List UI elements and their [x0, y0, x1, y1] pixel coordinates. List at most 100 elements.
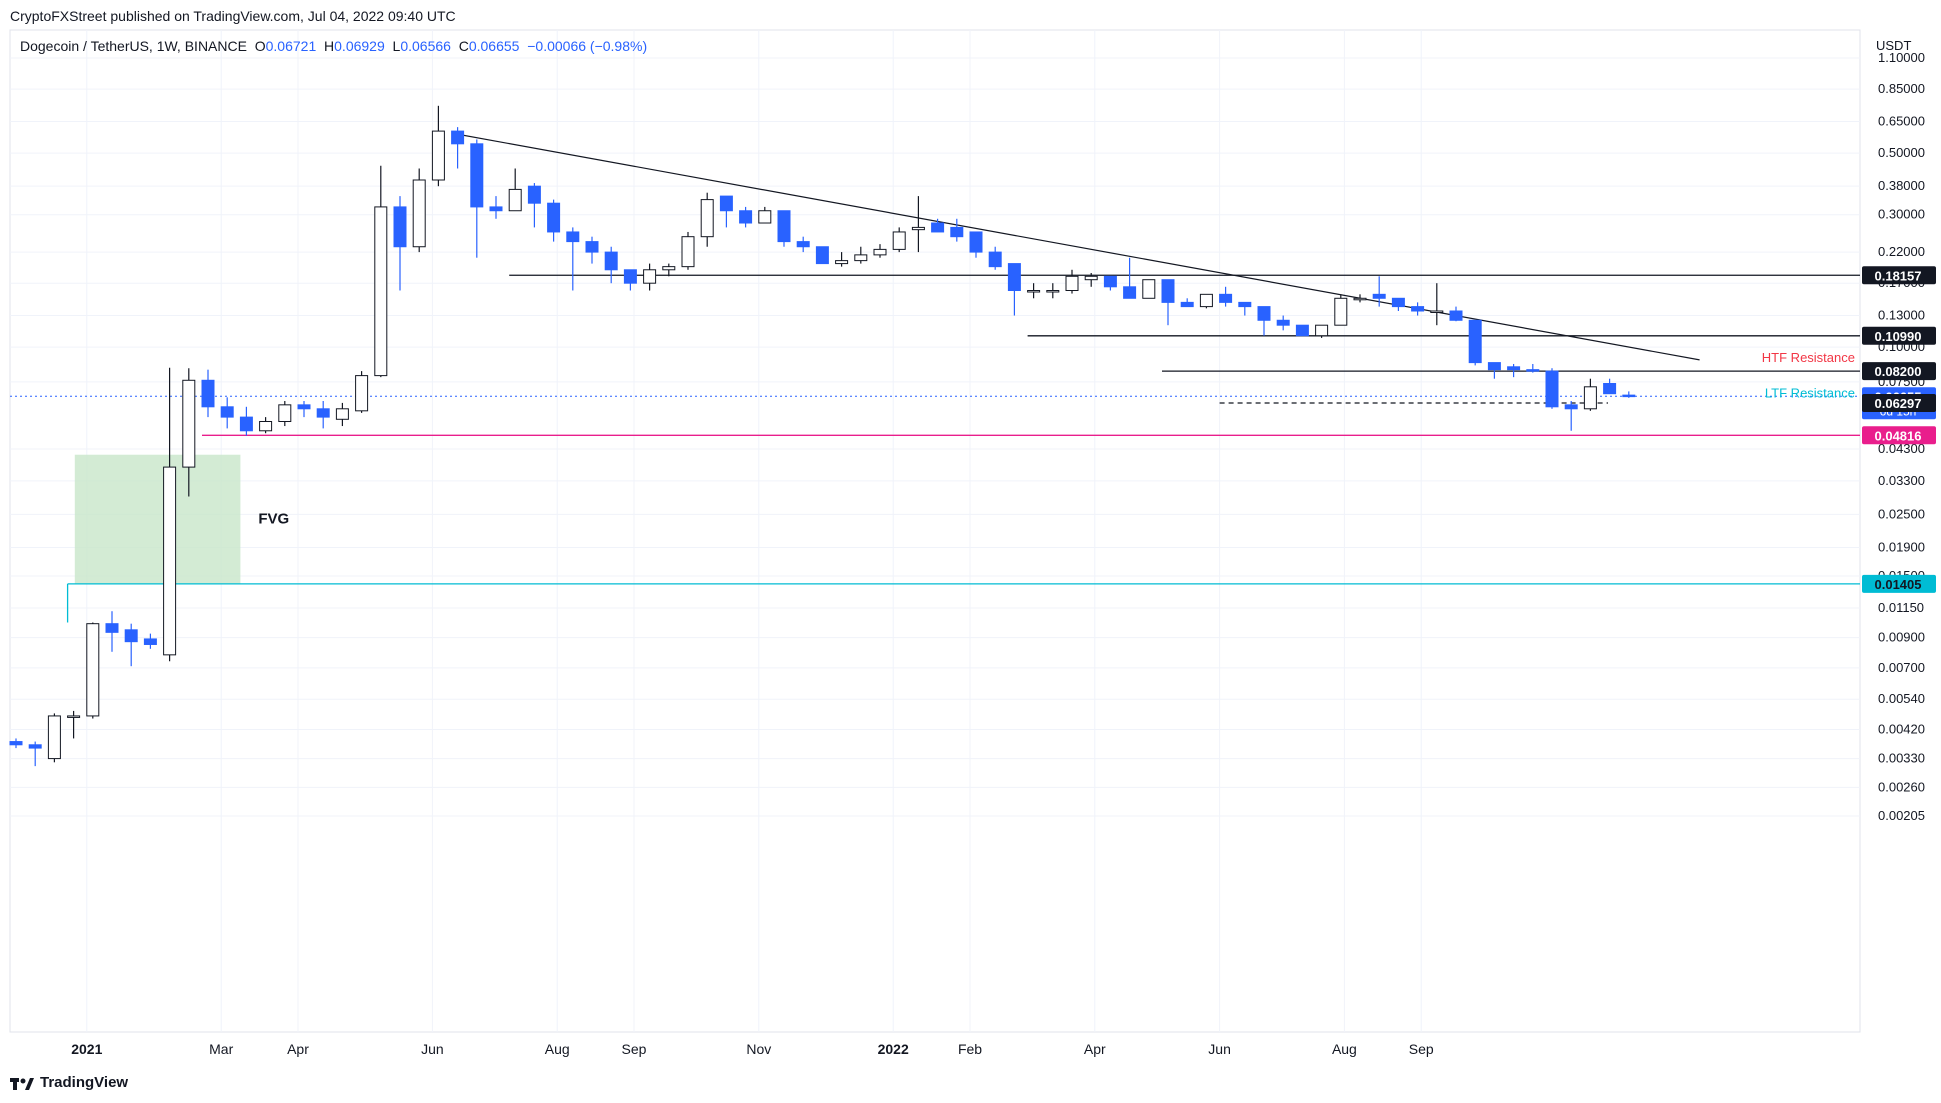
y-tick-label: 0.50000 [1878, 145, 1925, 160]
x-tick-label: 2021 [71, 1041, 102, 1057]
y-tick-label: 0.00420 [1878, 722, 1925, 737]
candle-body-up [1353, 297, 1367, 301]
descending-trendline [451, 132, 1700, 361]
candle-body-up [335, 408, 349, 420]
candle-body-down [239, 416, 253, 432]
candle-body-up [1334, 297, 1348, 326]
low-value: 0.06566 [400, 38, 451, 54]
x-tick-label: Aug [1332, 1041, 1357, 1057]
candle-body-down [1103, 275, 1117, 288]
candle-body-down [931, 222, 945, 233]
candle-body-down [1123, 286, 1137, 299]
x-tick-label: Nov [746, 1041, 771, 1057]
candle-body-down [1295, 324, 1309, 337]
x-tick-label: Jun [421, 1041, 444, 1057]
candle-body-down [777, 210, 791, 243]
price-label-box [1862, 266, 1936, 285]
candle-body-up [1199, 293, 1213, 308]
y-tick-label: 0.22000 [1878, 244, 1925, 259]
y-tick-label: 0.00700 [1878, 660, 1925, 675]
candle-body-down [201, 379, 215, 408]
y-tick-label: 0.85000 [1878, 81, 1925, 96]
candle-body-down [1411, 306, 1425, 312]
publisher-attribution: CryptoFXStreet published on TradingView.… [10, 8, 456, 24]
candle-body-up [758, 210, 772, 224]
high-label: H [324, 38, 335, 54]
fvg-zone [74, 454, 241, 584]
y-tick-label: 0.04300 [1878, 441, 1925, 456]
candle-body-up [1084, 275, 1098, 281]
brand-label: TradingView [40, 1074, 129, 1091]
y-tick-label: 0.13000 [1878, 308, 1925, 323]
y-tick-label: 0.00330 [1878, 751, 1925, 766]
candle-body-down [124, 629, 138, 643]
x-tick-label: Mar [209, 1041, 233, 1057]
currency-unit: USDT [1876, 38, 1912, 53]
y-tick-label: 0.02500 [1878, 506, 1925, 521]
plot-area [9, 29, 1861, 1033]
candle-body-down [1372, 293, 1386, 299]
candle-body-down [1161, 279, 1175, 303]
y-tick-label: 0.01900 [1878, 539, 1925, 554]
change-value: −0.00066 (−0.98%) [527, 38, 648, 54]
candle-body-down [1238, 301, 1252, 308]
candle-body-up [1046, 290, 1060, 293]
x-tick-label: 2022 [878, 1041, 909, 1057]
candle-body-down [604, 251, 618, 271]
candle-body-down [623, 269, 637, 284]
candle-body-down [1564, 404, 1578, 410]
candle-body-down [297, 404, 311, 410]
candle-body-down [1180, 301, 1194, 308]
candle-body-down [1257, 306, 1271, 321]
tradingview-brand[interactable]: TradingView [10, 1074, 128, 1091]
candle-body-down [1526, 369, 1540, 372]
candle-body-up [163, 466, 177, 656]
y-tick-label: 0.38000 [1878, 178, 1925, 193]
candle-body-down [527, 185, 541, 204]
candle-body-down [566, 231, 580, 243]
price-label-text: 0.06297 [1875, 396, 1922, 411]
candle-body-up [911, 226, 925, 231]
candle-body-up [835, 260, 849, 265]
x-tick-label: Sep [1409, 1041, 1434, 1057]
candle-body-down [739, 210, 753, 224]
y-tick-label: 1.10000 [1878, 50, 1925, 65]
candle-body-up [431, 130, 445, 181]
price-label-text: 0.01405 [1875, 577, 1922, 592]
candle-body-down [1507, 366, 1521, 371]
ltf-resistance-label: LTF Resistance [1765, 386, 1855, 401]
fvg-label: FVG [258, 510, 289, 527]
candle-body-down [1545, 370, 1559, 408]
y-tick-label: 0.00205 [1878, 808, 1925, 823]
candle-body-up [873, 248, 887, 256]
candle-body-up [1315, 324, 1329, 337]
candle-body-up [892, 231, 906, 250]
candle-body-up [67, 715, 81, 718]
candle-body-up [1430, 310, 1444, 313]
x-tick-label: Sep [622, 1041, 647, 1057]
candle-body-down [1276, 319, 1290, 326]
price-label-box [1862, 362, 1936, 381]
price-label-box [1862, 574, 1936, 593]
price-label-box [1862, 393, 1936, 412]
tradingview-logo-icon [10, 1077, 34, 1090]
y-tick-label: 0.00900 [1878, 630, 1925, 645]
candle-body-up [681, 236, 695, 268]
x-tick-label: Feb [958, 1041, 982, 1057]
candle-body-down [489, 206, 503, 212]
candle-body-down [28, 744, 42, 749]
x-tick-label: Jun [1208, 1041, 1231, 1057]
candle-body-up [1583, 386, 1597, 410]
x-tick-label: Aug [545, 1041, 570, 1057]
candle-body-up [412, 179, 426, 248]
candle-body-up [854, 254, 868, 262]
candle-body-down [143, 638, 157, 645]
candle-body-up [1027, 290, 1041, 293]
price-label-text: 0.08200 [1875, 364, 1922, 379]
candle-body-down [1449, 310, 1463, 321]
high-value: 0.06929 [334, 38, 385, 54]
candle-body-up [278, 404, 292, 422]
candle-body-down [316, 408, 330, 418]
candle-body-down [1468, 319, 1482, 364]
